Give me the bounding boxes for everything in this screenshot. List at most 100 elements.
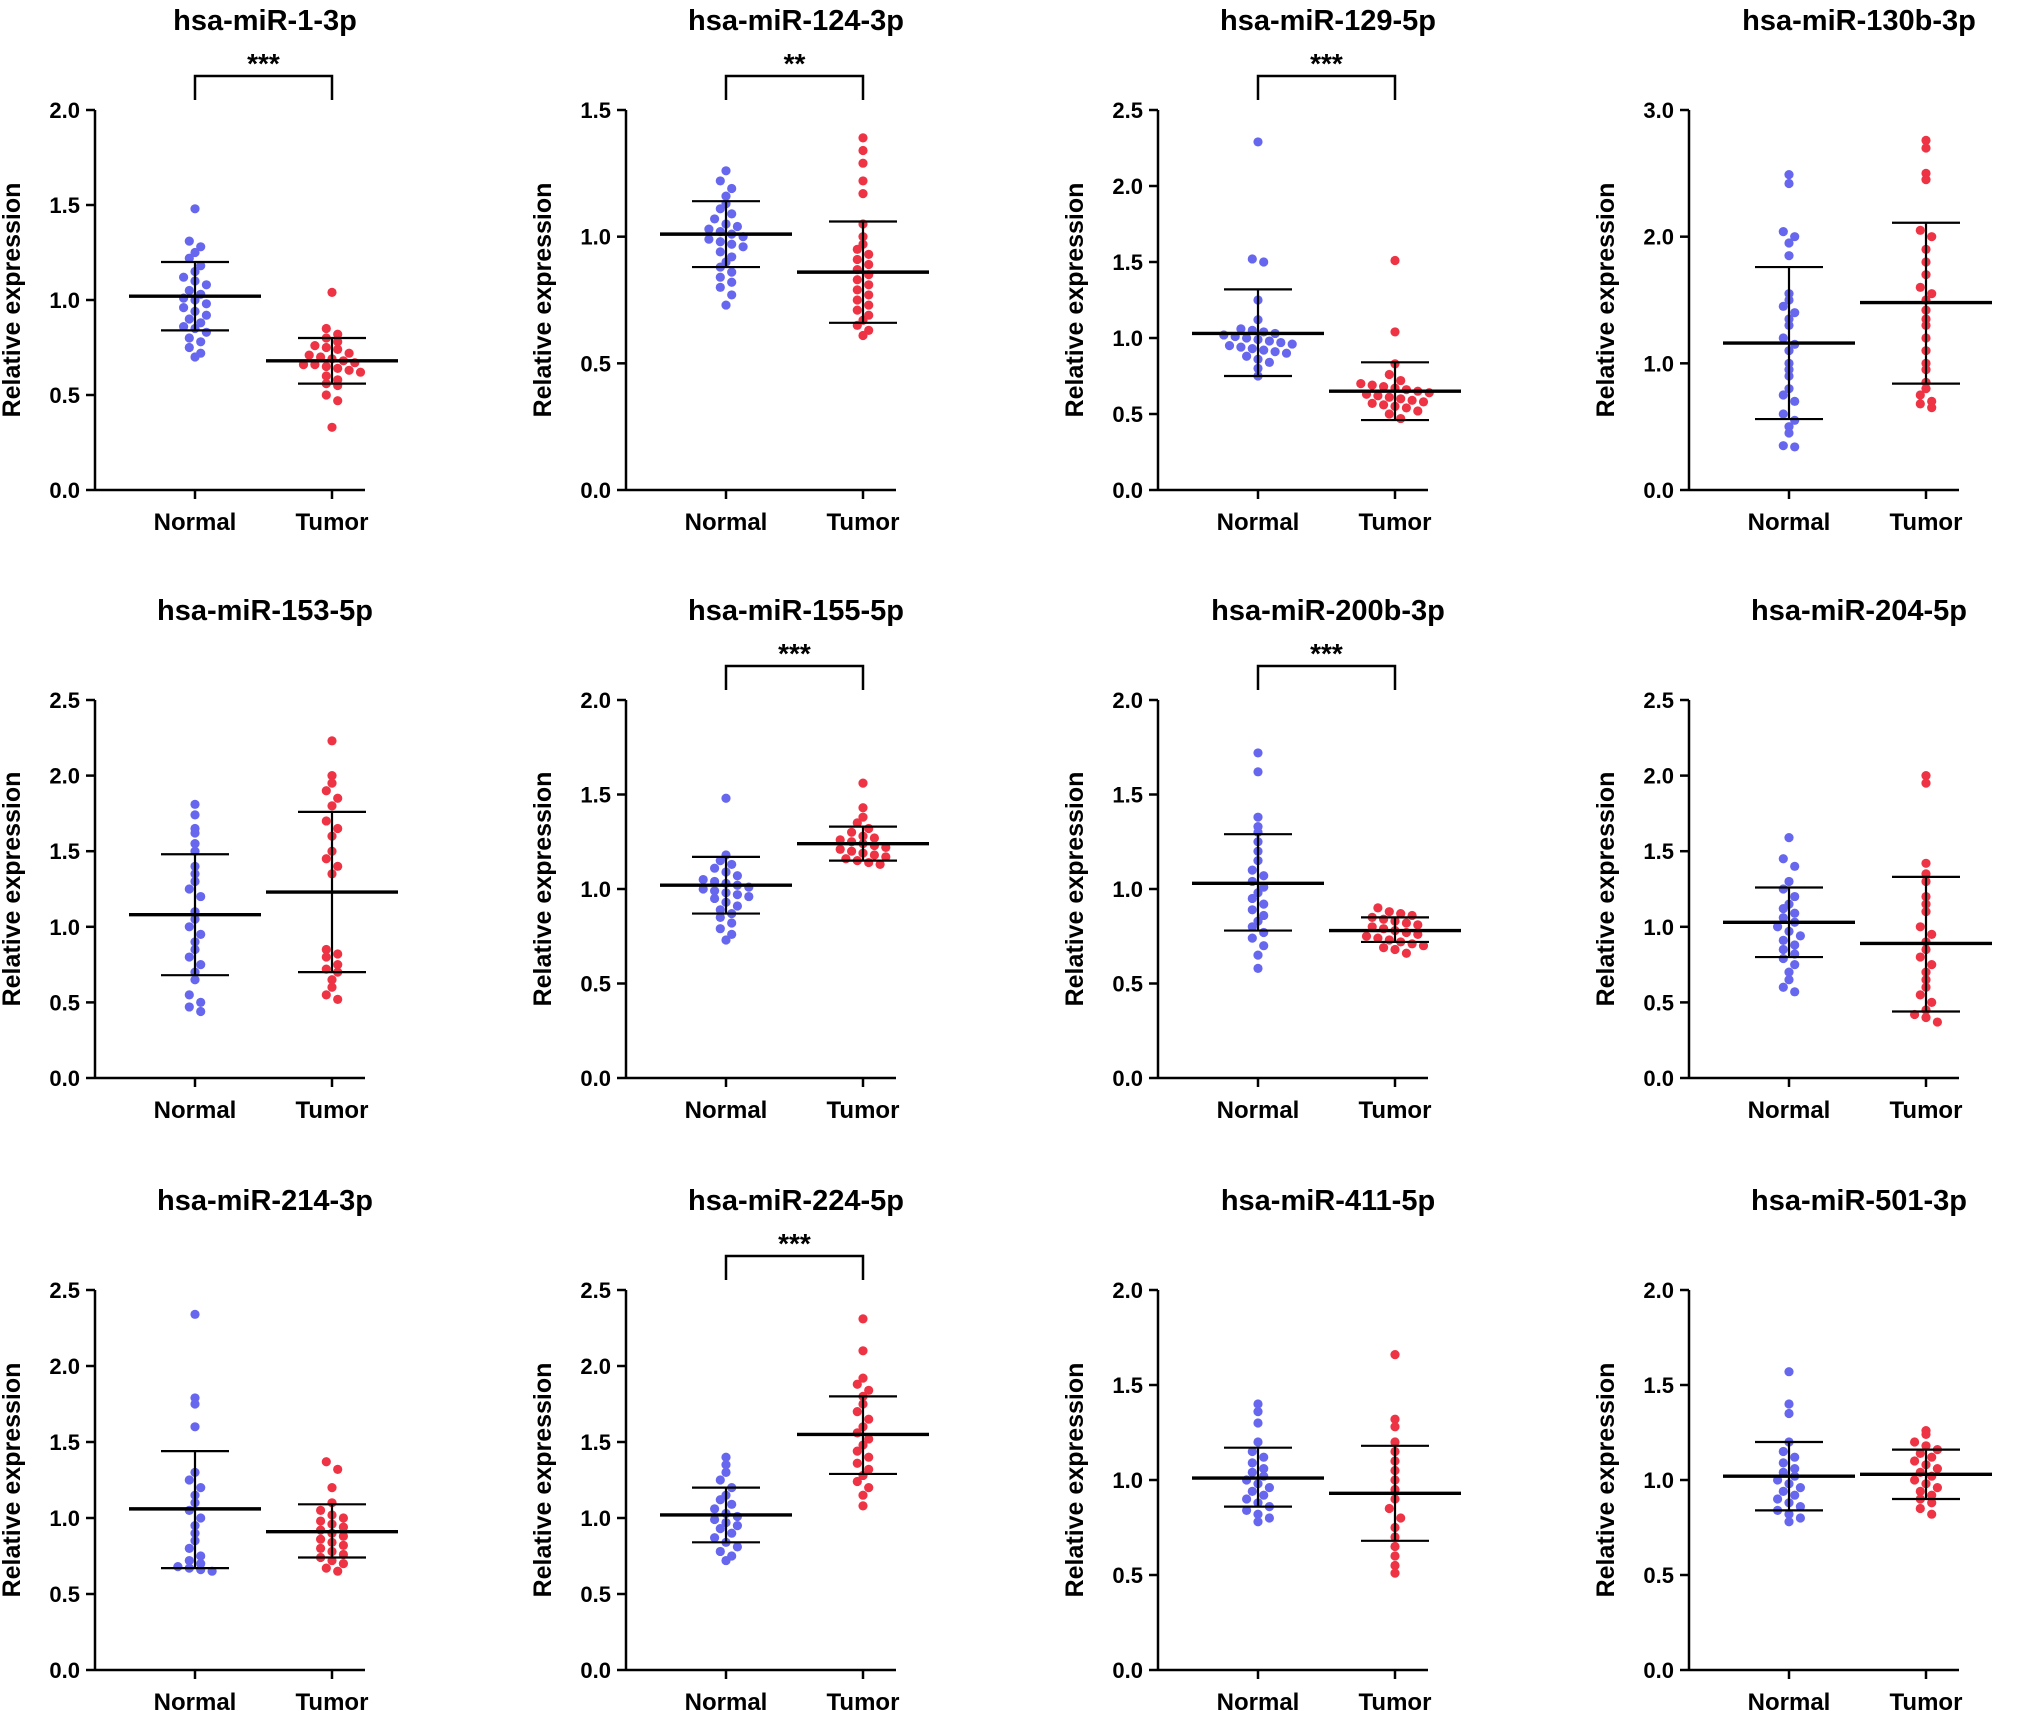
y-tick-label: 2.0 [1112, 174, 1143, 199]
tumor-data-point [1396, 413, 1406, 424]
chart-panel: hsa-miR-200b-3p Relative expression 0.0 0.5… [1061, 595, 1461, 1124]
normal-data-point [1784, 178, 1794, 189]
tumor-data-point [864, 249, 874, 259]
tumor-data-point [1384, 409, 1394, 419]
normal-data-point [184, 952, 194, 962]
y-tick-label: 0.0 [580, 478, 611, 503]
tumor-data-point [1915, 225, 1925, 235]
normal-data-point [1253, 137, 1263, 147]
y-tick-label: 0.5 [1112, 402, 1143, 427]
tumor-data-point [321, 390, 331, 400]
normal-data-point [1784, 428, 1794, 438]
tumor-data-point [1915, 1503, 1925, 1514]
tumor-data-point [1921, 778, 1931, 788]
normal-data-point [201, 299, 211, 309]
tumor-data-point [864, 857, 874, 868]
tumor-data-point [1927, 1452, 1937, 1462]
tumor-data-point [321, 944, 331, 955]
y-tick-label: 1.0 [1643, 351, 1674, 376]
normal-data-point [1259, 941, 1269, 951]
y-axis-label: Relative expression [529, 1363, 557, 1598]
y-tick-label: 0.5 [1112, 1563, 1143, 1588]
tumor-data-point [1927, 396, 1937, 406]
tumor-data-point [864, 1483, 874, 1493]
tumor-data-point [864, 259, 874, 270]
normal-data-point [1259, 1464, 1269, 1474]
significance-bracket [724, 74, 865, 100]
normal-data-point [1242, 333, 1252, 343]
x-tick-label: Tumor [1890, 509, 1963, 536]
chart-title: hsa-miR-200b-3p [1211, 595, 1445, 627]
normal-data-point [1784, 422, 1794, 432]
normal-data-point [710, 1533, 720, 1543]
chart-panel: hsa-miR-153-5p Relative expression 0.0 0.5 1… [0, 595, 398, 1124]
tumor-data-point [1413, 920, 1423, 930]
tumor-data-point [321, 816, 331, 826]
tumor-data-point [1407, 910, 1417, 921]
normal-data-point [721, 1452, 731, 1462]
tumor-data-point [333, 960, 343, 970]
normal-data-point [1778, 913, 1788, 923]
tumor-data-point [1927, 1498, 1937, 1508]
normal-data-point [1247, 922, 1257, 932]
normal-data-point [196, 318, 206, 328]
y-tick-label: 2.0 [580, 688, 611, 713]
y-tick-label: 2.5 [1112, 98, 1143, 123]
normal-data-point [184, 236, 194, 246]
chart-title: hsa-miR-411-5p [1221, 1185, 1435, 1217]
normal-data-point [184, 342, 194, 353]
tumor-data-point [333, 363, 343, 373]
y-tick-label: 2.0 [1112, 1278, 1143, 1303]
significance-label: *** [1310, 48, 1343, 79]
chart-panel: hsa-miR-129-5p Relative expression 0.0 0.5 1… [1061, 5, 1461, 536]
tumor-data-point [1390, 1560, 1400, 1571]
y-tick-label: 1.5 [580, 98, 611, 123]
normal-data-point [1784, 1509, 1794, 1519]
normal-data-point [1247, 1446, 1257, 1457]
tumor-data-point [344, 348, 354, 358]
tumor-data-point [858, 1373, 868, 1383]
y-tick-label: 1.5 [1112, 1373, 1143, 1398]
normal-data-point [1247, 1486, 1257, 1496]
y-tick-label: 0.0 [580, 1066, 611, 1091]
y-tick-label: 0.5 [49, 990, 80, 1015]
y-axis-label: Relative expression [0, 1363, 26, 1598]
normal-data-point [715, 924, 725, 934]
chart-panel: hsa-miR-214-3p Relative expression 0.0 0.5 1… [0, 1185, 398, 1711]
chart-title: hsa-miR-501-3p [1751, 1185, 1967, 1217]
tumor-data-point [1418, 941, 1429, 951]
y-tick-label: 0.0 [580, 1658, 611, 1683]
normal-data-point [184, 333, 194, 343]
normal-data-point [1247, 865, 1257, 875]
tumor-data-point [1401, 948, 1411, 958]
tumor-data-point [1390, 1414, 1400, 1424]
x-tick-label: Tumor [1890, 1097, 1963, 1124]
x-tick-label: Normal [154, 1689, 237, 1711]
tumor-data-point [1927, 997, 1937, 1008]
normal-data-point [1259, 1490, 1269, 1500]
normal-data-point [190, 975, 200, 985]
tumor-data-point [333, 994, 343, 1004]
normal-data-point [1778, 390, 1788, 400]
normal-data-point [1784, 238, 1794, 248]
tumor-data-point [321, 1563, 331, 1573]
normal-data-point [1276, 337, 1286, 348]
normal-data-point [1259, 910, 1269, 921]
tumor-data-point [1379, 400, 1389, 410]
tumor-data-point [1921, 1012, 1931, 1023]
tumor-data-point [858, 1490, 868, 1500]
normal-data-point [1790, 232, 1800, 242]
tumor-data-point [1401, 918, 1411, 928]
normal-data-point [1253, 1517, 1263, 1527]
chart-title: hsa-miR-204-5p [1751, 595, 1967, 627]
tumor-data-point [316, 1534, 326, 1544]
tumor-data-point [858, 330, 868, 341]
y-tick-label: 2.5 [1643, 688, 1674, 713]
normal-data-point [1784, 975, 1794, 985]
normal-data-point [1790, 396, 1800, 406]
normal-data-point [179, 303, 189, 313]
normal-data-point [1784, 1517, 1794, 1527]
tumor-data-point [864, 280, 874, 290]
normal-data-point [727, 918, 737, 928]
normal-data-point [1253, 950, 1263, 960]
